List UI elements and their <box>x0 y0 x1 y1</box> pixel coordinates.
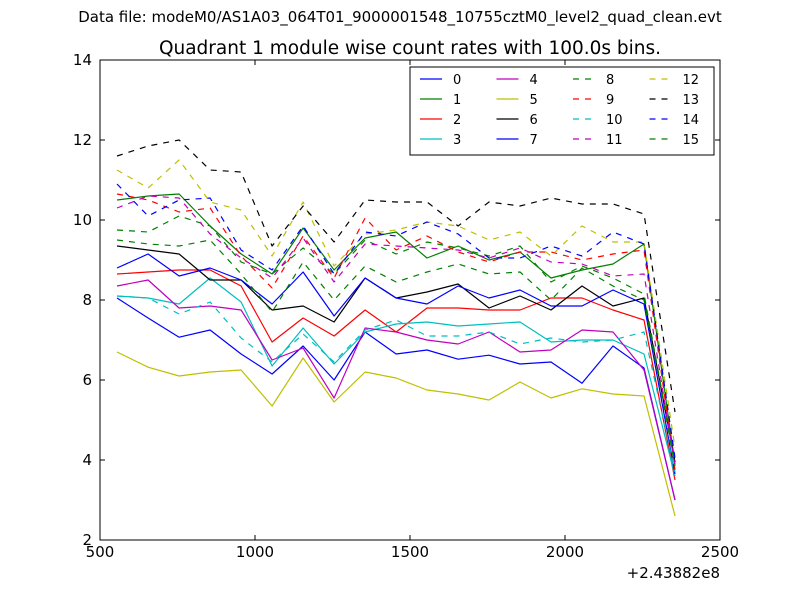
legend-label: 15 <box>683 133 700 148</box>
y-tick-label: 6 <box>82 371 92 389</box>
legend-label: 0 <box>453 73 461 88</box>
series-line-15 <box>116 239 676 467</box>
legend-label: 14 <box>683 113 700 128</box>
figure-suptitle: Data file: modeM0/AS1A03_064T01_90000015… <box>78 8 722 26</box>
x-tick-label: 1000 <box>236 543 274 561</box>
series-line-3 <box>116 277 676 477</box>
legend-label: 11 <box>606 133 623 148</box>
y-tick-label: 4 <box>82 451 92 469</box>
legend-label: 12 <box>683 73 700 88</box>
series-line-5 <box>116 351 676 517</box>
legend-label: 13 <box>683 93 700 108</box>
legend-label: 5 <box>530 93 538 108</box>
legend-label: 7 <box>530 133 538 148</box>
legend-label: 3 <box>453 133 461 148</box>
x-tick-label: 2000 <box>546 543 584 561</box>
chart-title: Quadrant 1 module wise count rates with … <box>159 38 661 59</box>
legend-label: 4 <box>530 73 538 88</box>
series-line-0 <box>116 297 676 501</box>
legend-label: 10 <box>606 113 623 128</box>
series-line-14 <box>116 183 676 459</box>
legend-label: 8 <box>606 73 614 88</box>
legend-box <box>409 66 715 156</box>
y-tick-label: 8 <box>82 291 92 309</box>
x-tick-label: 1500 <box>391 543 429 561</box>
series-layer <box>116 139 676 517</box>
x-tick-label: 2500 <box>701 543 739 561</box>
series-line-11 <box>116 195 676 467</box>
legend-label: 9 <box>606 93 614 108</box>
series-line-9 <box>116 193 676 471</box>
series-line-4 <box>116 279 676 501</box>
y-tick-label: 12 <box>73 131 92 149</box>
legend-label: 2 <box>453 113 461 128</box>
series-line-12 <box>116 159 676 449</box>
series-line-10 <box>116 295 676 473</box>
y-tick-label: 10 <box>73 211 92 229</box>
series-line-8 <box>116 215 676 463</box>
x-offset-label: +2.43882e8 <box>627 564 720 582</box>
y-tick-label: 14 <box>73 51 92 69</box>
x-tick-label: 500 <box>86 543 115 561</box>
series-line-13 <box>116 139 676 413</box>
series-line-7 <box>116 253 676 475</box>
y-tick-label: 2 <box>82 531 92 549</box>
legend-label: 6 <box>530 113 538 128</box>
legend-label: 1 <box>453 93 461 108</box>
